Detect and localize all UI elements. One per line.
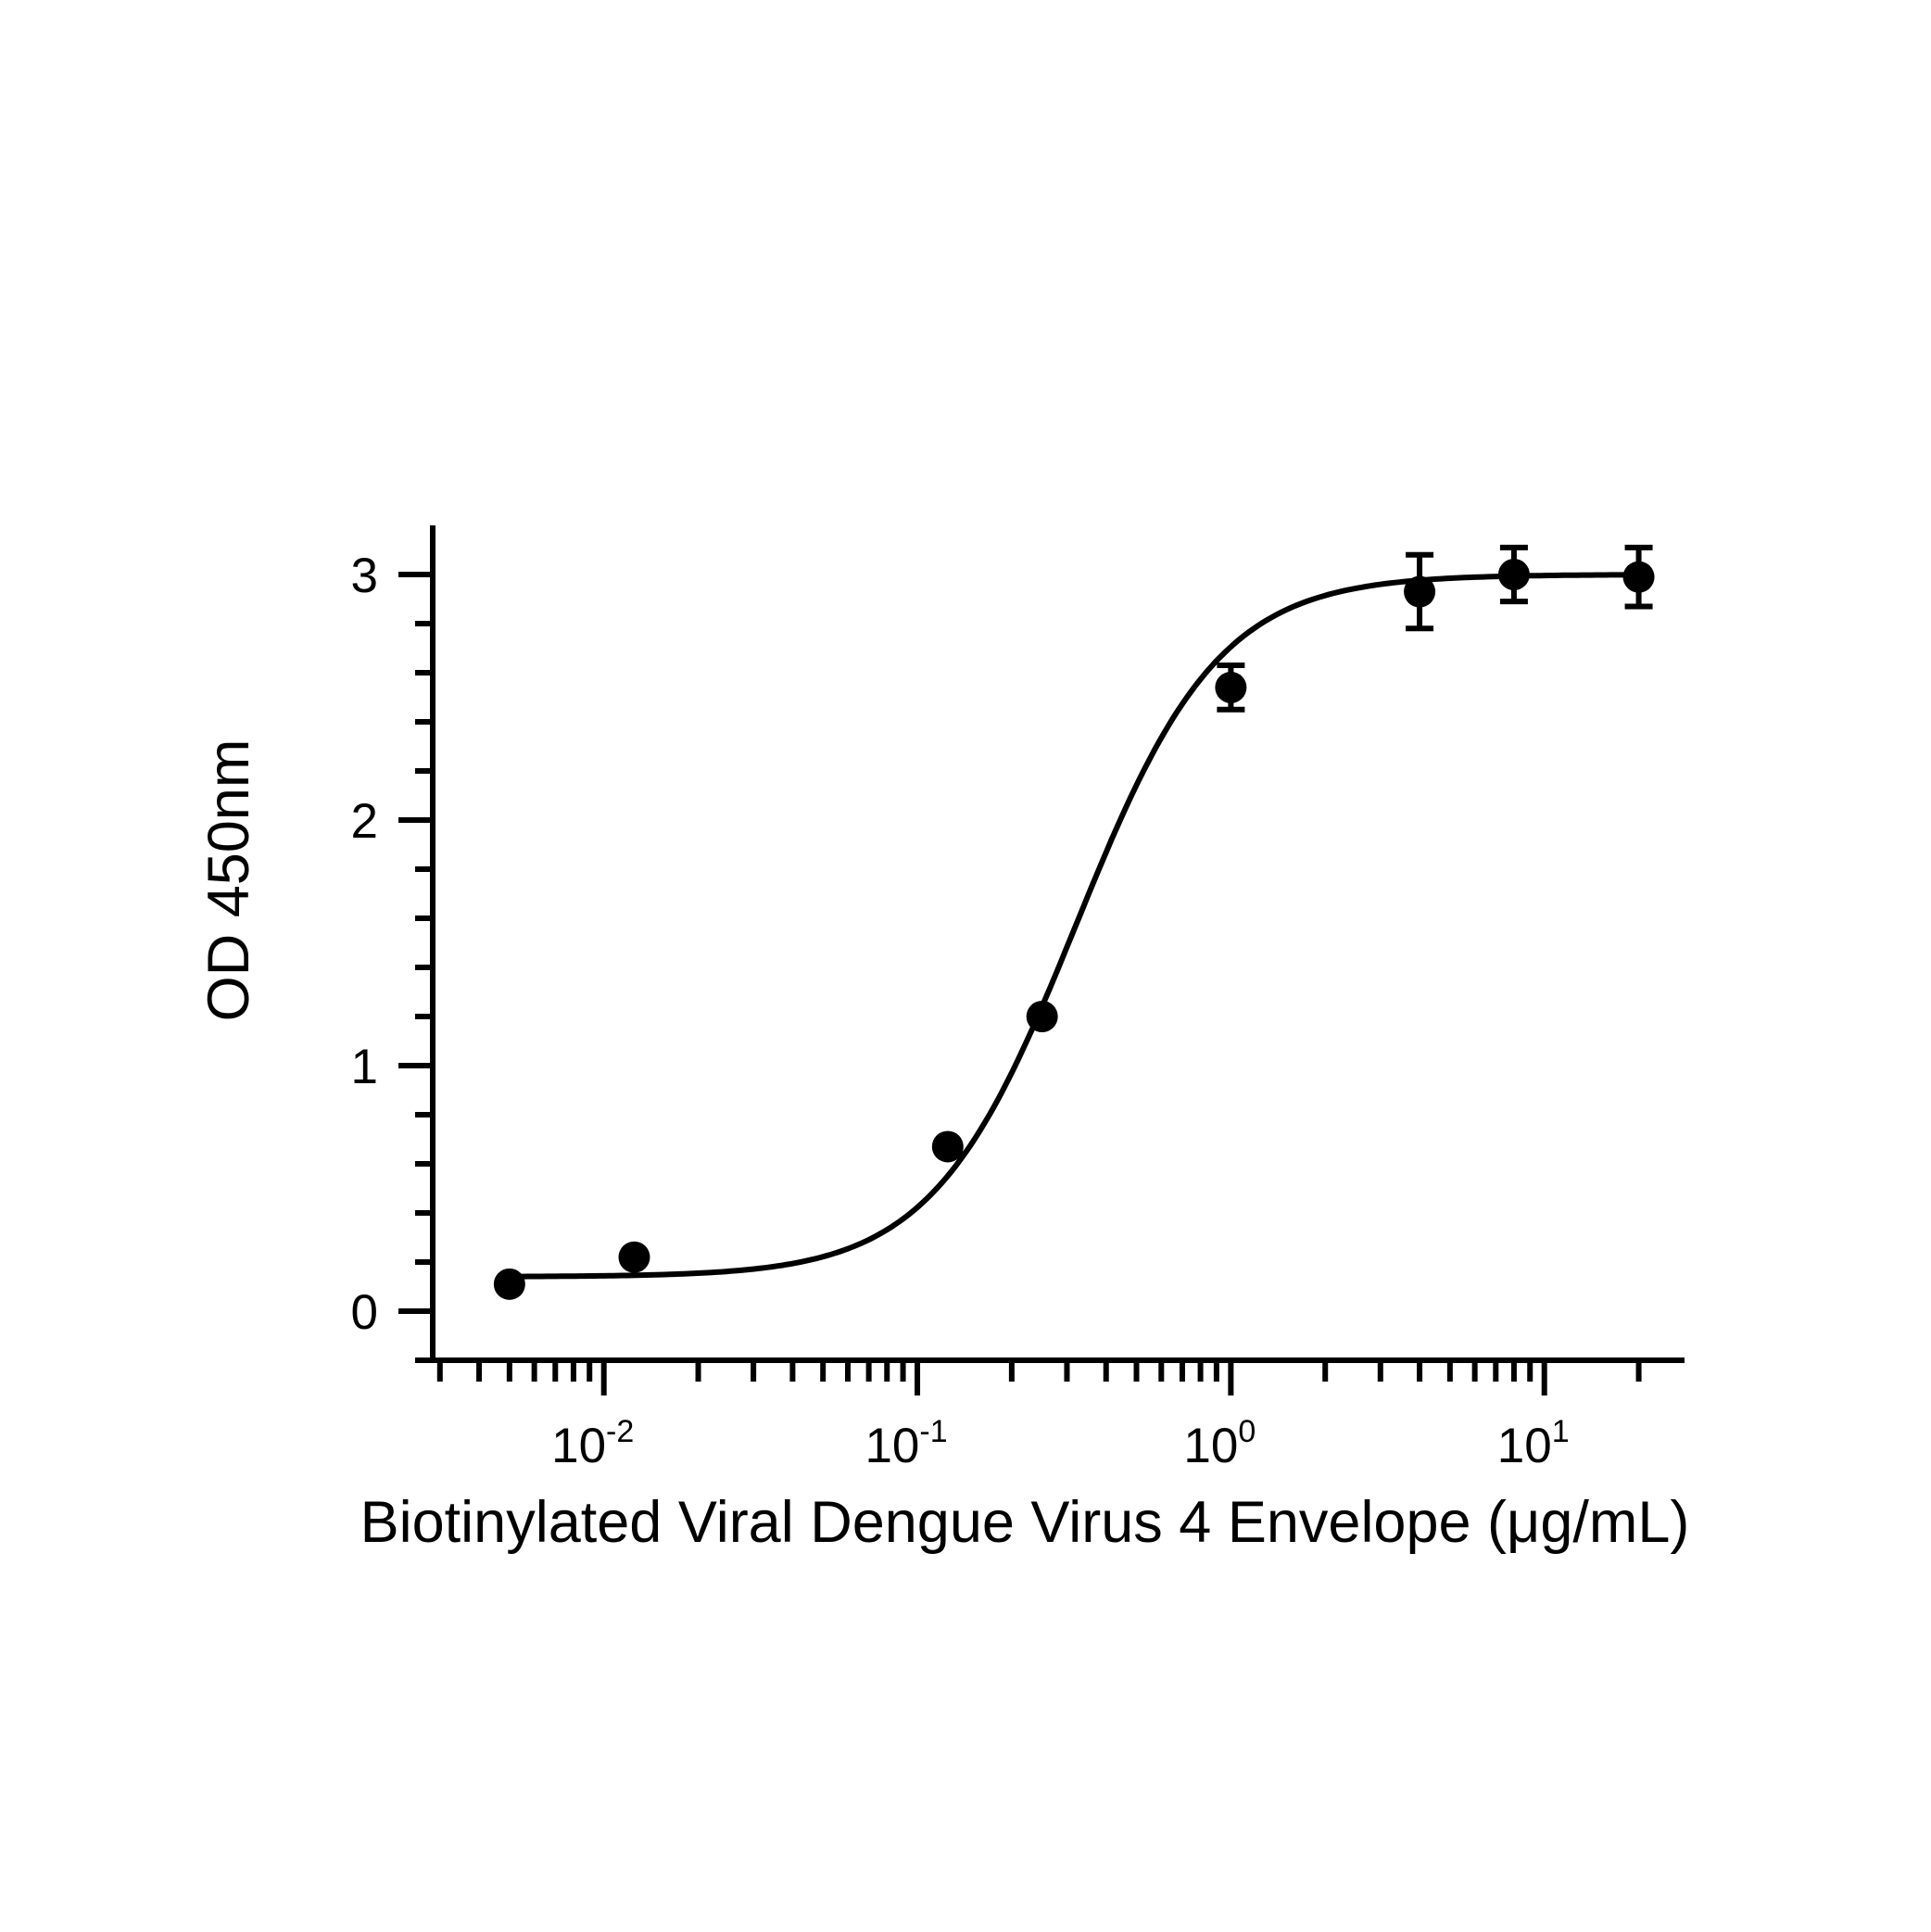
x-axis-title: Biotinylated Viral Dengue Virus 4 Envelo… [360,1490,1690,1555]
fit-curve [509,572,1639,1280]
data-point [493,1268,525,1300]
data-point [1497,559,1530,590]
data-point [1622,561,1655,593]
x-tick-label: 10-1 [865,1414,947,1473]
data-point [1026,1001,1058,1032]
y-tick-label: 0 [351,1285,378,1340]
y-tick-label: 3 [351,549,378,603]
y-tick-label: 1 [351,1040,378,1094]
data-point [931,1130,964,1163]
x-axis: 10-2 10-1 100 101 [415,1357,1685,1473]
x-tick-label: 101 [1497,1414,1570,1473]
y-tick-label: 2 [351,794,378,849]
data-point [1404,575,1436,608]
x-tick-label: 100 [1183,1414,1256,1473]
y-axis-title: OD 450nm [196,739,261,1022]
x-tick-label: 10-2 [551,1414,634,1473]
data-point [618,1241,650,1273]
y-axis: 0 1 2 3 [351,525,435,1363]
data-points [493,544,1655,1300]
data-point [1215,671,1247,703]
